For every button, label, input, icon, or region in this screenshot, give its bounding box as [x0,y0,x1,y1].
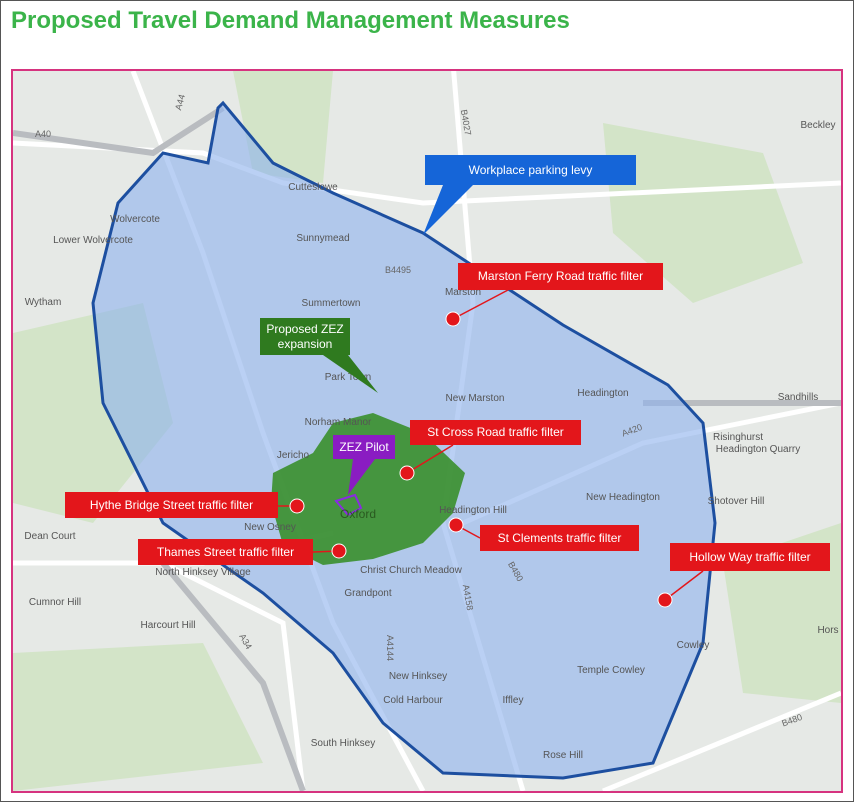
road-label: B4027 [459,109,473,136]
filter-marker [399,465,415,481]
map: Cutteslowe Wolvercote Lower Wolvercote Sunn… [11,69,843,793]
road-label: A40 [35,129,51,139]
place-label: Headington Hill [439,505,507,516]
place-label: South Hinksey [311,738,375,749]
place-label: New Marston [446,393,505,404]
road-label: A4144 [385,635,395,661]
place-label: Jericho [277,450,310,461]
place-labels: Cutteslowe Wolvercote Lower Wolvercote Sunn… [24,93,838,761]
place-label: Grandpont [344,588,391,599]
callout-label: St Clements traffic filter [480,525,639,551]
zez-pilot-zone [334,493,363,517]
place-label: Cowley [677,640,710,651]
callout-pointer [323,355,378,393]
road-label: A44 [173,93,187,111]
place-label: North Hinksey Village [155,567,251,578]
annotations [278,185,704,608]
filter-marker [331,543,347,559]
filter-marker [289,498,305,514]
callout-leader [664,570,704,601]
place-label: Hors [817,625,838,636]
callout-pointer [423,185,473,235]
place-label: Rose Hill [543,750,583,761]
place-label: New Headington [586,492,660,503]
filter-marker [445,311,461,327]
place-label: Oxford [340,507,376,521]
callout-label: Hythe Bridge Street traffic filter [65,492,278,518]
callout-leader [406,444,454,474]
place-label: Beckley [800,120,835,131]
callout-label: Workplace parking levy [425,155,636,185]
zez-expansion-zone [271,413,465,565]
place-label: New Osney [244,522,296,533]
place-label: Shotover Hill [708,496,765,507]
place-label: Wytham [25,297,62,308]
place-label: Risinghurst [713,432,763,443]
place-label: Summertown [302,298,361,309]
callout-label: St Cross Road traffic filter [410,420,581,445]
place-label: Norham Manor [305,417,372,428]
place-label: Harcourt Hill [140,620,195,631]
callout-label: Marston Ferry Road traffic filter [458,263,663,290]
callout-label: Hollow Way traffic filter [670,543,830,571]
filter-marker [657,592,673,608]
place-label: Marston [445,287,481,298]
place-label: Cutteslowe [288,182,338,193]
place-label: Temple Cowley [577,665,645,676]
place-label: New Hinksey [389,671,447,682]
place-label: Sunnymead [296,233,349,244]
callout-pointer [348,459,375,495]
filter-marker [448,517,464,533]
place-label: Wolvercote [110,214,160,225]
callout-label: Proposed ZEZ expansion [260,318,350,355]
callout-label: Thames Street traffic filter [138,539,313,565]
callout-leader [452,289,509,320]
place-label: Christ Church Meadow [360,565,462,576]
place-label: Sandhills [778,392,819,403]
place-label: Park Town [325,372,372,383]
place-label: Cold Harbour [383,695,443,706]
road-label: B4495 [385,265,411,275]
callout-label: ZEZ Pilot [333,435,395,459]
place-label: Dean Court [24,531,75,542]
place-label: Cumnor Hill [29,597,81,608]
map-canvas: Cutteslowe Wolvercote Lower Wolvercote Sunn… [13,71,841,791]
place-label: Headington Quarry [716,444,801,455]
title: Proposed Travel Demand Management Measur… [11,7,570,34]
place-label: Iffley [503,695,524,706]
place-label: Lower Wolvercote [53,235,133,246]
road-label: A4158 [461,584,475,611]
place-label: Headington [577,388,628,399]
